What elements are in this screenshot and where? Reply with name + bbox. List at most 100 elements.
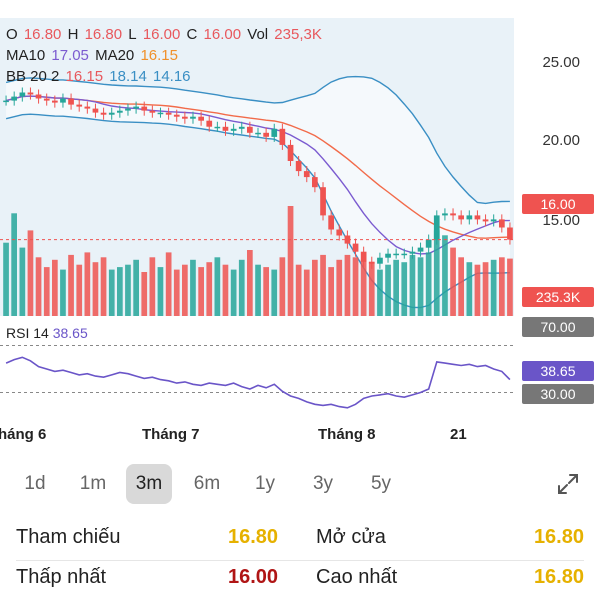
period-1y[interactable]: 1y — [254, 473, 276, 494]
volume-bar — [173, 269, 180, 316]
price-axis-label: 20.00 — [542, 132, 580, 149]
candle-body — [222, 126, 229, 131]
period-5y[interactable]: 5y — [370, 473, 392, 494]
stat-row: Thấp nhất 16.00 Cao nhất 16.80 — [16, 566, 584, 594]
volume-bar — [182, 264, 188, 316]
bb-lower-value: 14.16 — [152, 68, 191, 85]
volume-bar — [458, 257, 464, 316]
volume-bar — [401, 262, 408, 316]
volume-bar — [344, 254, 351, 316]
date-label: Tháng 8 — [318, 426, 376, 443]
volume-bar — [238, 259, 245, 316]
volume-bar — [68, 254, 74, 316]
volume-bar — [165, 252, 172, 316]
period-1m[interactable]: 1m — [79, 473, 107, 494]
volume-bar — [263, 267, 269, 316]
candle-body — [68, 98, 74, 105]
rsi-lower-tag: 30.00 — [522, 384, 594, 404]
bb-legend: BB 20 2 16.15 18.14 14.16 — [6, 68, 191, 85]
bollinger-upper-line — [5, 75, 510, 205]
candle-body — [11, 96, 17, 101]
candle-body — [393, 253, 399, 256]
volume-bar — [271, 269, 278, 316]
candle-body — [238, 126, 245, 129]
candle-body — [442, 213, 448, 216]
volume-bar — [133, 259, 139, 316]
candle-body — [19, 92, 26, 97]
volume-bar — [303, 269, 310, 316]
volume-bar — [60, 269, 66, 316]
date-label: Tháng 7 — [142, 426, 200, 443]
price-axis-label: 15.00 — [542, 212, 580, 229]
low-price-value: 16.00 — [228, 566, 279, 588]
volume-bar — [352, 257, 359, 316]
volume-bar — [385, 264, 391, 316]
volume-bar — [19, 247, 26, 316]
volume-bar — [43, 267, 50, 316]
candle-body — [84, 106, 91, 109]
candle-body — [499, 219, 505, 228]
rsi-value: 38.65 — [52, 325, 88, 341]
volume-bar — [474, 264, 481, 316]
volume-bar — [336, 259, 343, 316]
volume-bar — [222, 264, 229, 316]
expand-icon[interactable] — [556, 472, 580, 496]
volume-bar — [117, 267, 123, 316]
candle-body — [425, 239, 432, 248]
volume-bar — [442, 235, 448, 316]
open-value: 16.80 — [23, 26, 62, 43]
candle-body — [490, 219, 497, 222]
candle-body — [344, 235, 351, 244]
volume-bar — [450, 247, 456, 316]
candle-body — [133, 106, 139, 109]
volume-bar — [157, 267, 164, 316]
volume-bar — [198, 267, 204, 316]
candle-body — [230, 128, 237, 131]
candle-body — [100, 112, 107, 115]
price-axis-label: 25.00 — [542, 54, 580, 71]
candle-body — [92, 108, 99, 113]
candle-body — [401, 253, 408, 256]
period-3y[interactable]: 3y — [312, 473, 334, 494]
candle-body — [255, 132, 261, 135]
volume-bar — [409, 254, 416, 316]
volume-tag: 235.3K — [522, 287, 594, 307]
volume-bar — [360, 259, 367, 316]
volume-bar — [149, 257, 156, 316]
period-3m[interactable]: 3m — [126, 464, 172, 504]
period-1d[interactable]: 1d — [24, 473, 46, 494]
volume-bar — [499, 257, 505, 316]
candle-body — [474, 215, 481, 220]
close-value: 16.00 — [203, 26, 242, 43]
ma-legend: MA10 17.05 MA20 16.15 — [6, 47, 178, 64]
candle-body — [263, 132, 269, 137]
candle-body — [125, 108, 131, 111]
candle-body — [417, 247, 424, 252]
candle-body — [303, 171, 310, 178]
candle-body — [287, 144, 294, 161]
candle-body — [206, 120, 213, 127]
ma10-value: 17.05 — [51, 47, 89, 64]
volume-bar — [425, 252, 432, 316]
period-6m[interactable]: 6m — [193, 473, 221, 494]
candle-body — [352, 243, 359, 252]
candle-body — [247, 126, 253, 133]
volume-bar — [287, 206, 294, 316]
volume-bar — [433, 230, 440, 316]
candle-body — [368, 261, 375, 264]
high-value: 16.80 — [84, 26, 123, 43]
price-chart[interactable] — [0, 0, 600, 460]
candle-body — [377, 257, 383, 264]
volume-bar — [295, 264, 302, 316]
candle-body — [336, 229, 343, 236]
bollinger-band-fill — [6, 76, 510, 308]
volume-value: 235,3K — [274, 26, 322, 43]
low-label: Thấp nhất — [16, 566, 107, 588]
candle-body — [214, 126, 221, 129]
current-price-tag: 16.00 — [522, 194, 594, 214]
volume-bar — [247, 250, 253, 316]
candle-body — [198, 116, 204, 121]
volume-bar — [482, 262, 489, 316]
candle-body — [320, 187, 326, 216]
volume-bar — [141, 272, 148, 316]
